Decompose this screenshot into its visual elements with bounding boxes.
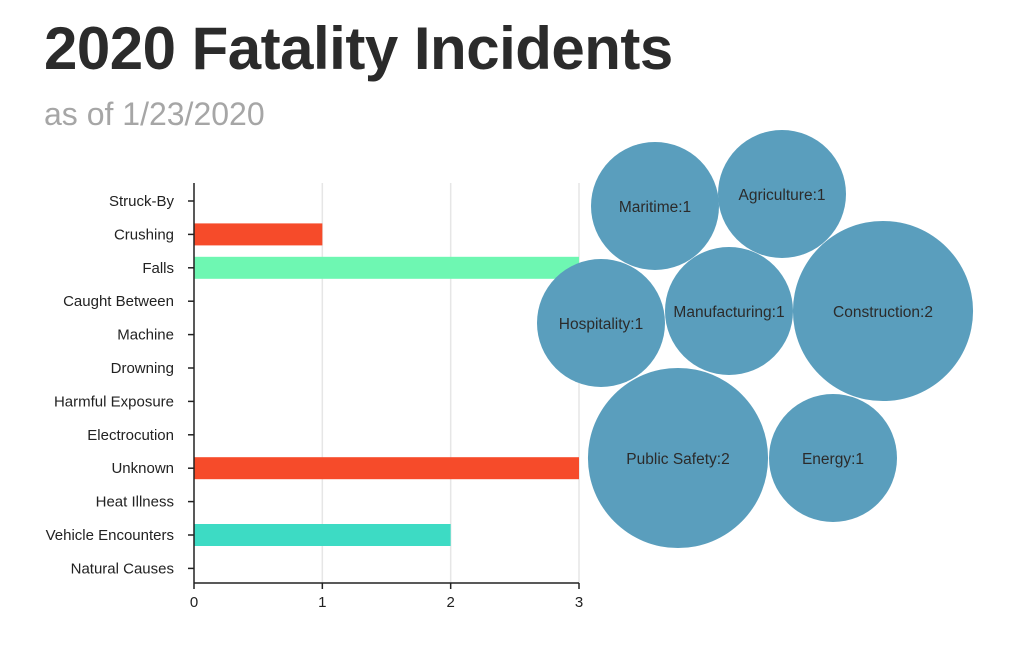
bubble-hospitality: Hospitality:1 <box>537 259 665 387</box>
bar-falls <box>194 256 579 279</box>
bubble-label: Agriculture:1 <box>738 187 825 204</box>
y-tick-label: Struck-By <box>109 193 175 210</box>
y-tick-label: Unknown <box>111 460 174 477</box>
bubble-construction: Construction:2 <box>792 220 974 402</box>
chart-title: 2020 Fatality Incidents <box>44 15 673 82</box>
y-tick-label: Caught Between <box>63 293 174 310</box>
y-tick-label: Falls <box>142 260 174 277</box>
bubble-circle <box>665 247 793 375</box>
y-axis: Struck-By Crushing Falls Caught Between Mach… <box>46 183 195 583</box>
y-tick-label: Machine <box>117 327 174 344</box>
x-tick-label: 0 <box>190 594 198 611</box>
bubble-manufacturing: Manufacturing:1 <box>665 247 793 375</box>
y-tick-label: Crushing <box>114 226 174 243</box>
bubble-circle <box>769 394 897 522</box>
bar-crushing <box>194 223 323 246</box>
y-tick-label: Natural Causes <box>71 560 174 577</box>
bar-vehicle-encounters <box>194 524 451 546</box>
bubble-chart: Maritime:1 Agriculture:1 Hospitality:1 Manu… <box>537 130 974 549</box>
y-tick-label: Harmful Exposure <box>54 393 174 410</box>
y-tick-label: Electrocution <box>87 427 174 444</box>
bubble-maritime: Maritime:1 <box>591 142 719 270</box>
x-axis: 0 1 2 3 <box>190 582 583 611</box>
bubble-energy: Energy:1 <box>769 394 897 522</box>
bubble-circle <box>718 130 846 258</box>
bubble-circle <box>591 142 719 270</box>
bubble-label: Maritime:1 <box>619 199 691 216</box>
y-tick-label: Drowning <box>111 360 174 377</box>
bubble-circle <box>587 367 769 549</box>
bubble-agriculture: Agriculture:1 <box>718 130 846 258</box>
bubble-label: Public Safety:2 <box>626 451 729 468</box>
bubble-label: Construction:2 <box>833 304 933 321</box>
bubble-circle <box>792 220 974 402</box>
x-tick-label: 3 <box>575 594 583 611</box>
bubble-label: Manufacturing:1 <box>673 304 784 321</box>
bubble-label: Energy:1 <box>802 451 864 468</box>
x-tick-label: 1 <box>318 594 326 611</box>
chart-subtitle: as of 1/23/2020 <box>44 96 265 132</box>
bubble-label: Hospitality:1 <box>559 316 643 333</box>
y-tick-label: Heat Illness <box>96 494 174 511</box>
bar-unknown <box>194 457 579 480</box>
gridlines <box>321 183 580 583</box>
x-tick-label: 2 <box>446 594 454 611</box>
bars <box>194 223 579 546</box>
bubble-circle <box>537 259 665 387</box>
y-tick-label: Vehicle Encounters <box>46 527 174 544</box>
bubble-public-safety: Public Safety:2 <box>587 367 769 549</box>
